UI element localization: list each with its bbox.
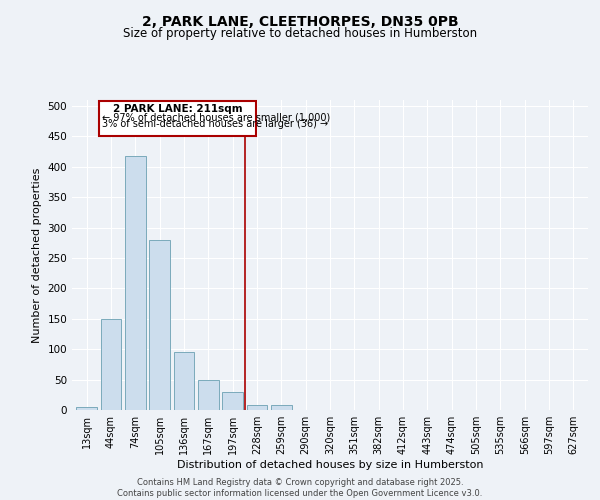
X-axis label: Distribution of detached houses by size in Humberston: Distribution of detached houses by size … [177, 460, 483, 470]
Bar [76, 407, 97, 410]
Bar [101, 319, 121, 410]
Text: Contains HM Land Registry data © Crown copyright and database right 2025.
Contai: Contains HM Land Registry data © Crown c… [118, 478, 482, 498]
Bar [198, 380, 218, 410]
Text: 2, PARK LANE, CLEETHORPES, DN35 0PB: 2, PARK LANE, CLEETHORPES, DN35 0PB [142, 15, 458, 29]
Bar [222, 392, 243, 410]
Bar [271, 405, 292, 410]
Bar [173, 352, 194, 410]
Y-axis label: Number of detached properties: Number of detached properties [32, 168, 42, 342]
Text: ← 97% of detached houses are smaller (1,000): ← 97% of detached houses are smaller (1,… [102, 112, 331, 122]
Text: 3% of semi-detached houses are larger (36) →: 3% of semi-detached houses are larger (3… [102, 120, 328, 130]
Text: 2 PARK LANE: 211sqm: 2 PARK LANE: 211sqm [113, 104, 242, 114]
Text: Size of property relative to detached houses in Humberston: Size of property relative to detached ho… [123, 28, 477, 40]
FancyBboxPatch shape [99, 101, 256, 136]
Bar [149, 240, 170, 410]
Bar [247, 405, 268, 410]
Bar [125, 156, 146, 410]
